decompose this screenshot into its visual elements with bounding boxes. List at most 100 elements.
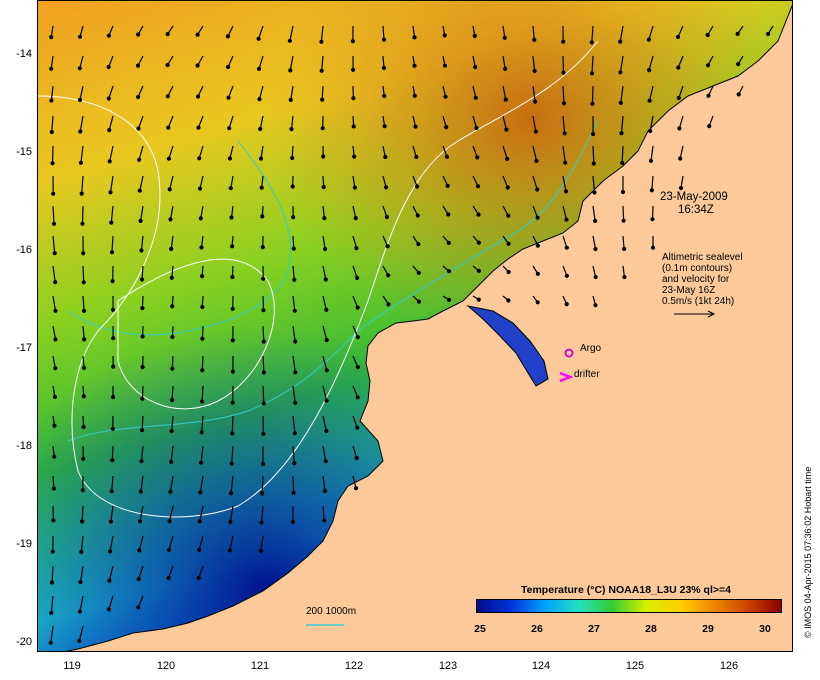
velocity-arrow-head bbox=[140, 365, 145, 370]
velocity-arrow-head bbox=[229, 491, 234, 496]
velocity-arrow-head bbox=[562, 131, 567, 136]
velocity-arrow bbox=[110, 205, 114, 223]
velocity-arrow-head bbox=[354, 455, 359, 461]
velocity-arrow bbox=[80, 535, 84, 553]
velocity-arrow bbox=[171, 415, 174, 432]
velocity-arrow bbox=[82, 265, 85, 283]
velocity-arrow-head bbox=[230, 400, 235, 405]
velocity-arrow-head bbox=[166, 156, 171, 161]
velocity-arrow-head bbox=[351, 96, 356, 101]
velocity-arrow-head bbox=[109, 489, 114, 494]
velocity-arrow-head bbox=[80, 221, 85, 226]
velocity-arrow-head bbox=[590, 101, 595, 106]
velocity-arrow-head bbox=[200, 304, 205, 310]
velocity-arrow-head bbox=[230, 244, 235, 249]
velocity-arrow bbox=[170, 235, 174, 249]
velocity-arrow-head bbox=[199, 460, 204, 465]
velocity-arrow-head bbox=[678, 185, 684, 191]
velocity-arrow-head bbox=[736, 92, 741, 97]
velocity-arrow-head bbox=[676, 95, 681, 101]
velocity-arrow bbox=[137, 115, 144, 129]
velocity-arrow-head bbox=[111, 336, 116, 341]
velocity-arrow bbox=[562, 115, 566, 134]
velocity-arrow bbox=[592, 235, 597, 250]
velocity-arrow-head bbox=[170, 334, 175, 340]
velocity-arrow-head bbox=[225, 34, 230, 39]
lat-tick-label: -20 bbox=[16, 636, 32, 648]
velocity-arrow bbox=[322, 505, 325, 521]
velocity-arrow-head bbox=[49, 34, 54, 40]
velocity-arrow-head bbox=[107, 549, 113, 554]
velocity-arrow bbox=[591, 85, 594, 104]
velocity-arrow bbox=[262, 325, 265, 342]
velocity-arrow-head bbox=[228, 186, 233, 191]
velocity-arrow-head bbox=[261, 276, 266, 281]
velocity-arrow-head bbox=[382, 93, 387, 99]
velocity-arrow bbox=[562, 205, 568, 220]
lon-tick-label: 121 bbox=[250, 660, 270, 672]
velocity-arrow bbox=[621, 145, 624, 163]
velocity-arrow bbox=[82, 325, 85, 340]
velocity-arrow bbox=[52, 295, 57, 311]
velocity-arrow-head bbox=[646, 37, 652, 42]
velocity-arrow-head bbox=[170, 398, 175, 403]
velocity-arrow-head bbox=[736, 61, 741, 67]
velocity-arrow bbox=[81, 205, 84, 224]
colorbar-tick-label: 26 bbox=[531, 623, 543, 635]
velocity-arrow-head bbox=[412, 93, 417, 98]
velocity-arrow bbox=[532, 25, 535, 40]
velocity-arrow-head bbox=[650, 245, 656, 250]
argo-marker bbox=[564, 348, 574, 358]
velocity-arrow-head bbox=[110, 458, 115, 463]
velocity-arrow bbox=[259, 115, 264, 130]
lon-tick-label: 122 bbox=[344, 660, 364, 672]
velocity-arrow-head bbox=[446, 297, 452, 302]
velocity-arrow-head bbox=[197, 519, 202, 524]
velocity-arrow bbox=[321, 55, 324, 71]
velocity-arrow-head bbox=[195, 32, 200, 37]
colorbar-tick-label: 29 bbox=[702, 623, 714, 635]
velocity-arrow-head bbox=[290, 155, 295, 161]
velocity-arrow bbox=[532, 85, 536, 102]
velocity-arrow-head bbox=[139, 428, 145, 433]
velocity-arrow-head bbox=[563, 189, 569, 194]
velocity-arrow bbox=[200, 445, 204, 463]
velocity-arrow bbox=[292, 265, 295, 280]
velocity-arrow bbox=[139, 505, 144, 522]
velocity-arrow bbox=[199, 505, 204, 522]
velocity-arrow-head bbox=[226, 64, 231, 70]
velocity-arrow bbox=[592, 205, 596, 221]
velocity-arrow-head bbox=[324, 307, 329, 312]
velocity-arrow bbox=[382, 25, 385, 40]
velocity-arrow bbox=[622, 235, 625, 249]
colorbar-tick-label: 27 bbox=[588, 623, 600, 635]
velocity-arrow-head bbox=[705, 63, 711, 68]
velocity-arrow-head bbox=[166, 547, 172, 552]
velocity-arrow-head bbox=[677, 126, 682, 131]
velocity-arrow-head bbox=[291, 246, 296, 251]
velocity-arrow bbox=[322, 475, 326, 492]
velocity-arrow bbox=[532, 55, 536, 72]
velocity-arrow-head bbox=[351, 67, 356, 72]
velocity-arrow bbox=[322, 265, 327, 280]
velocity-arrow bbox=[678, 85, 684, 99]
velocity-arrow-head bbox=[135, 63, 141, 68]
velocity-arrow bbox=[679, 145, 684, 159]
velocity-arrow-head bbox=[195, 94, 201, 99]
velocity-arrow-head bbox=[476, 297, 481, 302]
velocity-arrow-head bbox=[535, 271, 540, 276]
velocity-arrow-head bbox=[322, 518, 327, 523]
velocity-arrow bbox=[651, 175, 654, 191]
velocity-arrow-head bbox=[288, 97, 293, 103]
velocity-arrow-head bbox=[735, 31, 740, 37]
velocity-arrow-head bbox=[111, 364, 116, 369]
velocity-arrow-head bbox=[292, 308, 297, 313]
velocity-arrow-head bbox=[291, 215, 296, 220]
velocity-arrow bbox=[562, 85, 565, 104]
velocity-arrow-head bbox=[139, 459, 144, 464]
velocity-arrow bbox=[111, 475, 114, 492]
velocity-arrow bbox=[258, 25, 264, 39]
velocity-arrow-head bbox=[52, 251, 57, 256]
velocity-arrow-head bbox=[200, 336, 205, 341]
velocity-arrow-head bbox=[136, 605, 141, 610]
